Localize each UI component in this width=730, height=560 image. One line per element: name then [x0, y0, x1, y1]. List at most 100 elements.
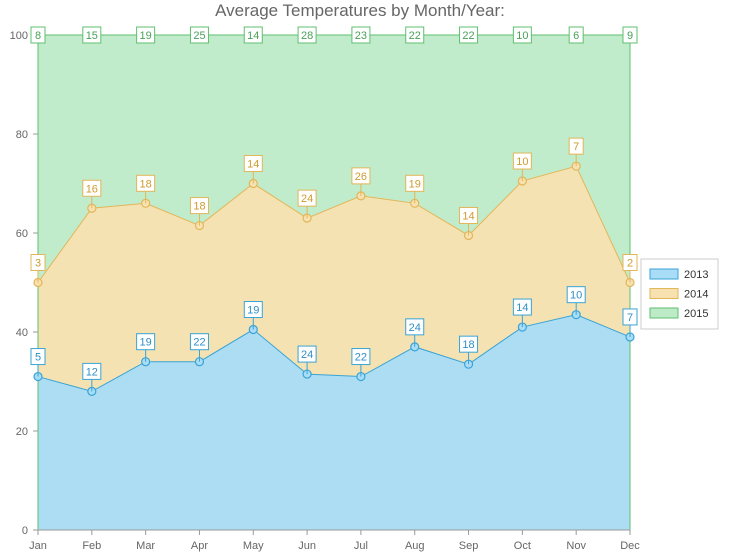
data-label-box [512, 152, 532, 170]
data-label-2014: 3 [35, 258, 41, 270]
area-2013 [38, 314, 630, 530]
data-label-box [351, 167, 371, 185]
data-label-box [189, 333, 209, 351]
data-label-2015: 10 [516, 30, 528, 42]
line-2013 [37, 314, 631, 392]
data-label-box [622, 26, 638, 44]
y-tick-label: 60 [16, 228, 28, 240]
data-label-box [189, 197, 209, 215]
data-label-2014: 24 [301, 193, 313, 205]
chart-title: Average Temperatures by Month/Year: [215, 1, 505, 20]
data-label-2015: 9 [627, 30, 633, 42]
x-tick-label: Aug [405, 540, 425, 552]
data-label-2014: 26 [355, 171, 367, 183]
data-label-2015: 15 [86, 30, 98, 42]
y-tick-label: 20 [16, 426, 28, 438]
data-label-2014: 7 [573, 141, 579, 153]
data-label-2014: 14 [462, 210, 474, 222]
line-2014 [37, 165, 631, 283]
y-tick-label: 100 [10, 30, 28, 42]
data-label-box [82, 362, 102, 380]
data-label-box [243, 301, 263, 319]
data-label-box [459, 335, 479, 353]
x-tick-label: Mar [136, 540, 155, 552]
legend-label-2013: 2013 [684, 269, 708, 281]
data-label-2014: 16 [86, 183, 98, 195]
x-tick-label: Apr [191, 540, 208, 552]
data-label-2013: 22 [355, 352, 367, 364]
data-label-2015: 22 [409, 30, 421, 42]
data-label-2013: 22 [193, 337, 205, 349]
data-label-box [243, 155, 263, 172]
data-label-2013: 24 [301, 349, 313, 361]
data-label-box [136, 333, 156, 351]
data-label-box [568, 137, 584, 155]
data-label-box [30, 254, 46, 271]
data-label-2015: 28 [301, 30, 313, 42]
area-layers [37, 34, 631, 531]
x-tick-label: Jun [298, 540, 316, 552]
data-label-2015: 19 [140, 30, 152, 42]
data-label-2013: 24 [409, 322, 421, 334]
data-label-box [459, 206, 479, 224]
data-label-2014: 19 [409, 178, 421, 190]
x-tick-label: May [243, 540, 264, 552]
y-tick-label: 80 [16, 129, 28, 141]
data-label-box [243, 26, 263, 44]
data-label-2015: 14 [247, 30, 259, 42]
data-label-2015: 8 [35, 30, 41, 42]
data-label-2013: 7 [627, 312, 633, 324]
axes: 0 20 40 60 80 100 Jan Feb Mar Apr May Jun Jul Aug Sep O… [10, 30, 641, 552]
data-label-box [297, 189, 317, 207]
x-tick-label: Feb [82, 540, 101, 552]
data-label-box [136, 174, 156, 192]
legend-label-2015: 2015 [684, 308, 708, 320]
data-label-box [405, 174, 425, 192]
legend-label-2014: 2014 [684, 289, 708, 301]
data-label-box [459, 26, 479, 44]
data-label-box [566, 286, 586, 304]
x-tick-label: Oct [514, 540, 531, 552]
y-tick-label: 0 [22, 525, 28, 537]
data-label-2014: 18 [140, 178, 152, 190]
data-label-box [512, 26, 532, 44]
data-label-2013: 14 [516, 302, 528, 314]
data-label-2015: 23 [355, 30, 367, 42]
data-label-2013: 12 [86, 366, 98, 378]
x-tick-label: Nov [566, 540, 586, 552]
x-tick-label: Jan [29, 540, 47, 552]
data-label-box [568, 26, 584, 44]
x-tick-label: Jul [354, 540, 368, 552]
data-label-2013: 18 [462, 339, 474, 351]
data-label-2013: 19 [247, 305, 259, 317]
data-label-2015: 6 [573, 30, 579, 42]
data-label-2015: 25 [193, 30, 205, 42]
data-label-box [82, 26, 102, 44]
data-labels: 5 12 19 22 19 24 22 24 18 14 10 7 3 16 18 18 14 24 26 19 14 1… [30, 26, 638, 392]
legend-swatch-2013 [649, 268, 679, 280]
data-label-2014: 18 [193, 201, 205, 213]
data-label-box [30, 348, 46, 366]
data-label-box [351, 26, 371, 44]
data-label-box [622, 254, 638, 271]
data-label-box [405, 318, 425, 336]
data-label-box [189, 26, 209, 44]
legend-swatch-2015 [649, 307, 679, 319]
data-label-2014: 14 [247, 159, 259, 171]
legend-swatch-2014 [649, 288, 679, 299]
data-label-box [82, 179, 102, 197]
x-tick-label: Dec [620, 540, 640, 552]
data-label-box [622, 308, 638, 326]
data-label-2014: 10 [516, 156, 528, 168]
data-label-box [136, 26, 156, 44]
data-label-box [512, 298, 532, 316]
data-label-box [30, 26, 46, 44]
y-tick-label: 40 [16, 327, 28, 339]
data-label-2013: 5 [35, 352, 41, 364]
x-tick-label: Sep [459, 540, 479, 552]
data-label-box [297, 26, 317, 44]
data-label-box [297, 345, 317, 363]
data-label-box [351, 348, 371, 366]
